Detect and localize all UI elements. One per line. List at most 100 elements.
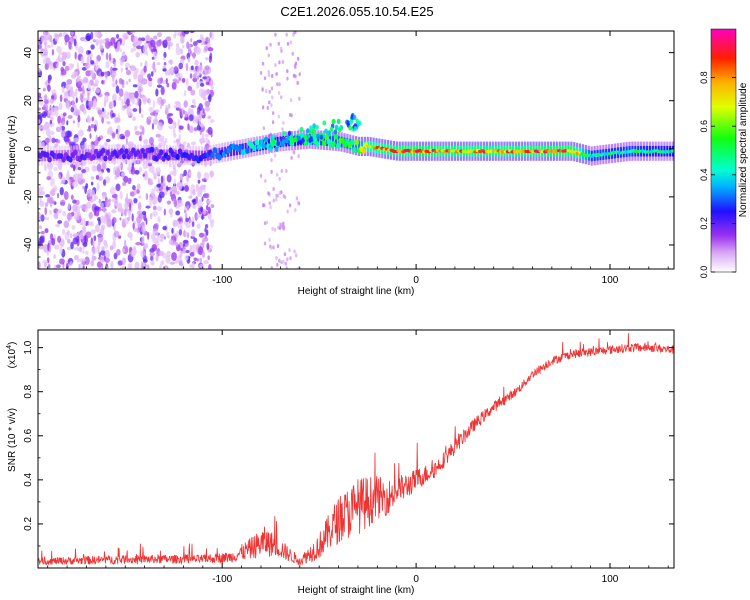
spectrogram-cell bbox=[42, 244, 49, 248]
spectrogram-cell bbox=[210, 204, 215, 209]
spectrogram-cell bbox=[44, 164, 47, 171]
spectrogram-cell bbox=[179, 108, 182, 117]
spectrogram-cell bbox=[163, 236, 167, 240]
spectrogram-cell bbox=[175, 190, 180, 195]
spectrogram-cell bbox=[138, 135, 142, 142]
colorbar-tick-label: 0.6 bbox=[699, 120, 709, 133]
spectrogram-cell bbox=[207, 255, 210, 261]
spectrogram-cell bbox=[101, 80, 104, 85]
spectrogram-cell bbox=[241, 143, 244, 155]
spectrogram-cell bbox=[81, 225, 87, 234]
spectrogram-y-tick-label: -20 bbox=[23, 189, 34, 204]
spectrogram-cell bbox=[187, 123, 190, 131]
spectrogram-cell bbox=[129, 95, 133, 103]
spectrogram-cell bbox=[45, 128, 51, 137]
spectrogram-cell bbox=[78, 149, 81, 161]
spectrogram-cell bbox=[125, 92, 130, 97]
spectrogram-cell bbox=[61, 156, 66, 163]
spectrogram-cell bbox=[117, 131, 120, 141]
spectrogram-cell bbox=[273, 227, 277, 232]
spectrogram-cell bbox=[349, 139, 355, 146]
spectrogram-x-tick-label: -100 bbox=[212, 275, 232, 286]
spectrogram-cell bbox=[272, 245, 275, 250]
spectrogram-cell bbox=[122, 218, 125, 225]
spectrogram-cell bbox=[187, 57, 191, 63]
spectrogram-cell bbox=[285, 266, 288, 269]
spectrogram-cell bbox=[106, 121, 111, 125]
spectrogram-cell bbox=[157, 234, 160, 242]
spectrogram-cell bbox=[282, 138, 286, 145]
spectrogram-cell bbox=[80, 258, 87, 262]
spectrogram-cell bbox=[285, 137, 289, 144]
spectrogram-cell bbox=[349, 119, 353, 125]
spectrogram-cell bbox=[80, 172, 84, 179]
spectrogram-cell bbox=[199, 257, 203, 263]
spectrogram-cell bbox=[201, 178, 207, 182]
spectrogram-y-axis: -40 -20 0 20 40 bbox=[23, 40, 674, 258]
spectrogram-cell bbox=[162, 225, 167, 231]
spectrogram-cell bbox=[276, 172, 279, 177]
spectrogram-cell bbox=[122, 33, 128, 38]
spectrogram-cell bbox=[175, 210, 181, 216]
spectrogram-cell bbox=[45, 151, 50, 158]
spectrogram-cell bbox=[202, 251, 206, 258]
spectrogram-x-axis: -100 0 100 bbox=[47, 31, 669, 286]
colorbar: 0.0 0.2 0.4 0.6 0.8 Normalized spectral ampl… bbox=[699, 28, 749, 278]
snr-x-tick-label: 0 bbox=[413, 574, 419, 585]
spectrogram-cell bbox=[118, 164, 122, 169]
spectrogram-cell bbox=[128, 202, 132, 211]
spectrogram-cell bbox=[101, 246, 105, 251]
spectrogram-cell bbox=[132, 185, 136, 191]
spectrogram-cell bbox=[671, 149, 674, 153]
spectrogram-cell bbox=[294, 253, 298, 258]
spectrogram-cell bbox=[70, 194, 74, 200]
spectrogram-cell bbox=[312, 135, 317, 141]
spectrogram-cell bbox=[182, 239, 189, 244]
spectrogram-cell bbox=[184, 212, 188, 219]
colorbar-tick-label: 0.4 bbox=[699, 169, 709, 182]
spectrogram-cell bbox=[130, 249, 136, 257]
spectrogram-cell bbox=[175, 43, 179, 49]
spectrogram-cell bbox=[261, 61, 265, 66]
spectrogram-cell bbox=[175, 242, 179, 247]
spectrogram-cell bbox=[72, 120, 76, 124]
spectrogram-cell bbox=[271, 120, 275, 125]
spectrogram-cell bbox=[186, 41, 190, 50]
spectrogram-cell bbox=[136, 45, 142, 50]
spectrogram-cell bbox=[137, 210, 141, 215]
spectrogram-cell bbox=[104, 38, 110, 42]
spectrogram-cell bbox=[280, 260, 283, 265]
spectrogram-cell bbox=[166, 250, 171, 258]
spectrogram-cell bbox=[70, 31, 74, 36]
spectrogram-cell bbox=[270, 74, 274, 79]
spectrogram-cell bbox=[53, 167, 58, 172]
spectrogram-cell bbox=[56, 210, 62, 214]
spectrogram-cell bbox=[114, 205, 117, 209]
spectrogram-cell bbox=[166, 231, 170, 238]
spectrogram-cell bbox=[152, 170, 155, 175]
spectrogram-cell bbox=[100, 52, 104, 56]
spectrogram-cell bbox=[44, 45, 47, 54]
spectrogram-cell bbox=[75, 97, 78, 104]
spectrogram-cell bbox=[352, 139, 355, 151]
spectrogram-cell bbox=[102, 179, 107, 186]
spectrogram-cell bbox=[288, 203, 292, 208]
spectrogram-cell bbox=[82, 265, 85, 269]
spectrogram-cell bbox=[265, 89, 268, 94]
spectrogram-cell bbox=[88, 221, 91, 226]
spectrogram-cell bbox=[62, 121, 65, 126]
spectrogram-cell bbox=[67, 104, 70, 110]
spectrogram-cell bbox=[63, 191, 69, 200]
spectrogram-cell bbox=[43, 94, 48, 102]
spectrogram-cell bbox=[72, 237, 79, 245]
spectrogram-cell bbox=[57, 220, 63, 224]
spectrogram-cell bbox=[124, 148, 129, 155]
spectrogram-cell bbox=[322, 120, 327, 126]
spectrogram-cell bbox=[104, 257, 110, 263]
spectrogram-cell bbox=[82, 178, 85, 183]
spectrogram-cell bbox=[282, 224, 286, 229]
spectrogram-cell bbox=[278, 176, 281, 181]
spectrogram-cell bbox=[172, 164, 176, 170]
spectrogram-cell bbox=[80, 56, 85, 64]
spectrogram-cell bbox=[191, 244, 198, 254]
